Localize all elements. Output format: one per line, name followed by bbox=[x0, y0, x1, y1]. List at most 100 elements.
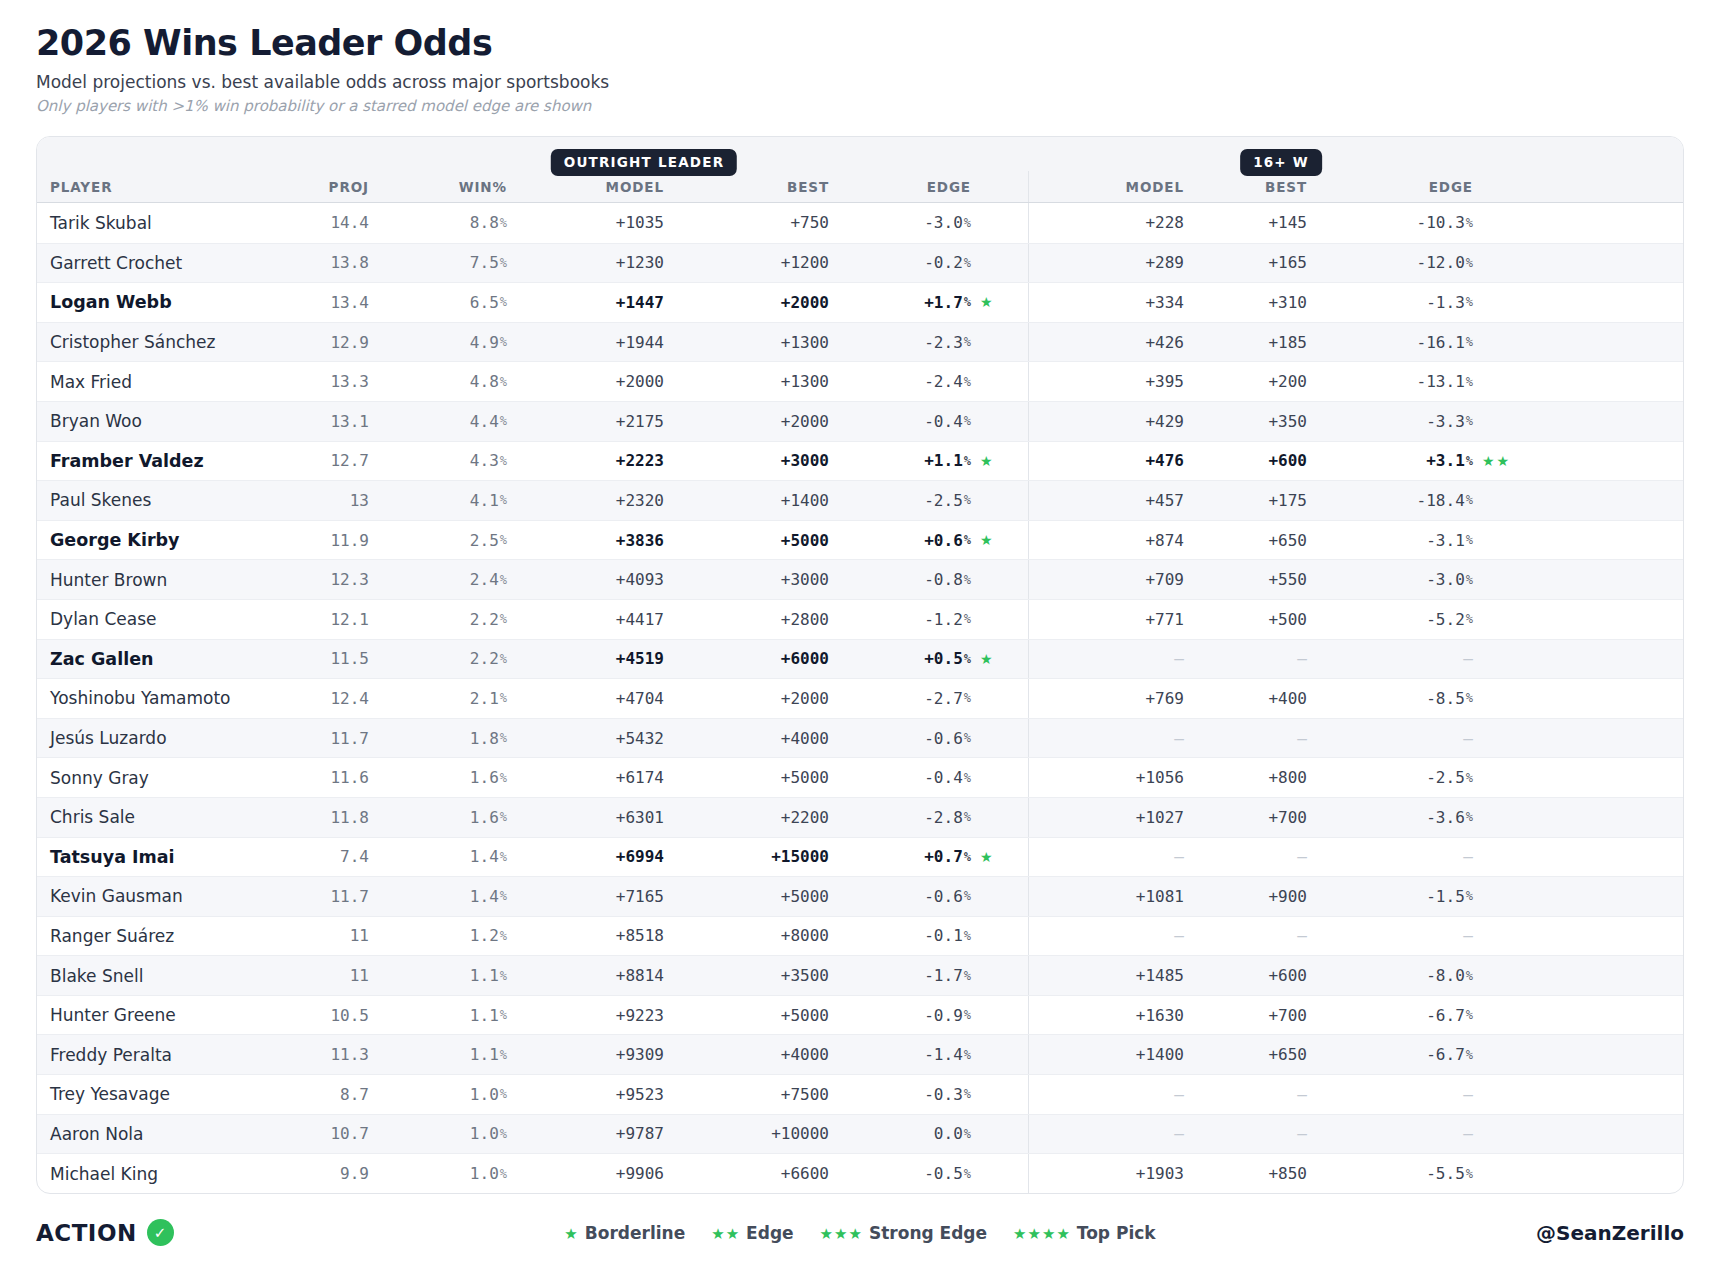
edge-stars-16w-icon bbox=[1473, 1035, 1567, 1074]
filter-note: Only players with >1% win probability or… bbox=[36, 96, 1684, 116]
win-pct-value: 4.4% bbox=[369, 402, 507, 441]
model-odds-outright: +9906 bbox=[507, 1154, 664, 1193]
win-pct-value: 1.0% bbox=[369, 1154, 507, 1193]
legend-label: Top Pick bbox=[1077, 1223, 1156, 1243]
best-odds-16w: +400 bbox=[1184, 679, 1307, 718]
edge-stars-16w-icon bbox=[1473, 560, 1567, 599]
proj-value: 11.3 bbox=[257, 1035, 369, 1074]
table-row: Ranger Suárez 11 1.2% +8518 +8000 -0.1% … bbox=[37, 916, 1683, 956]
model-odds-outright: +2175 bbox=[507, 402, 664, 441]
best-odds-outright: +2800 bbox=[664, 600, 829, 639]
table-header: OUTRIGHT LEADER 16+ W PLAYER PROJ WIN% M… bbox=[37, 137, 1683, 203]
col-model-16w: MODEL bbox=[1028, 171, 1184, 202]
table-row: Logan Webb 13.4 6.5% +1447 +2000 +1.7% ★… bbox=[37, 282, 1683, 322]
edge-stars-16w-icon bbox=[1473, 917, 1567, 956]
best-odds-16w: +350 bbox=[1184, 402, 1307, 441]
table-row: Dylan Cease 12.1 2.2% +4417 +2800 -1.2% … bbox=[37, 599, 1683, 639]
edge-stars-16w-icon bbox=[1473, 798, 1567, 837]
edge-stars-outright-icon bbox=[971, 1075, 1028, 1114]
row-filler bbox=[1567, 402, 1683, 441]
player-name: Ranger Suárez bbox=[37, 917, 257, 956]
row-filler bbox=[1567, 362, 1683, 401]
player-name: Max Fried bbox=[37, 362, 257, 401]
win-pct-value: 1.6% bbox=[369, 798, 507, 837]
edge-pct-outright: -3.0% bbox=[829, 203, 971, 243]
edge-stars-outright-icon bbox=[971, 798, 1028, 837]
best-odds-outright: +6600 bbox=[664, 1154, 829, 1193]
edge-pct-16w: -13.1% bbox=[1307, 362, 1473, 401]
model-odds-outright: +9523 bbox=[507, 1075, 664, 1114]
model-odds-outright: +8814 bbox=[507, 956, 664, 995]
edge-pct-outright: -0.6% bbox=[829, 719, 971, 758]
edge-pct-outright: -1.2% bbox=[829, 600, 971, 639]
model-odds-16w: +334 bbox=[1028, 283, 1184, 322]
best-odds-16w: +650 bbox=[1184, 1035, 1307, 1074]
win-pct-value: 2.5% bbox=[369, 521, 507, 560]
edge-stars-outright-icon bbox=[971, 600, 1028, 639]
player-name: George Kirby bbox=[37, 521, 257, 560]
row-filler bbox=[1567, 917, 1683, 956]
model-odds-16w: +1485 bbox=[1028, 956, 1184, 995]
author-handle: @SeanZerillo bbox=[1536, 1221, 1684, 1245]
best-odds-outright: +1400 bbox=[664, 481, 829, 520]
model-odds-16w: +395 bbox=[1028, 362, 1184, 401]
edge-stars-outright-icon bbox=[971, 758, 1028, 797]
star-icon: ★★ bbox=[711, 1225, 740, 1243]
model-odds-16w: +874 bbox=[1028, 521, 1184, 560]
row-filler bbox=[1567, 1075, 1683, 1114]
best-odds-outright: +2000 bbox=[664, 283, 829, 322]
best-odds-16w: +800 bbox=[1184, 758, 1307, 797]
best-odds-outright: +2000 bbox=[664, 679, 829, 718]
edge-pct-outright: -2.5% bbox=[829, 481, 971, 520]
edge-stars-16w-icon bbox=[1473, 877, 1567, 916]
model-odds-16w: +709 bbox=[1028, 560, 1184, 599]
best-odds-outright: +3000 bbox=[664, 442, 829, 481]
best-odds-outright: +5000 bbox=[664, 996, 829, 1035]
best-odds-16w: +175 bbox=[1184, 481, 1307, 520]
player-name: Logan Webb bbox=[37, 283, 257, 322]
player-name: Cristopher Sánchez bbox=[37, 323, 257, 362]
edge-pct-16w: -12.0% bbox=[1307, 244, 1473, 283]
edge-pct-16w: -5.2% bbox=[1307, 600, 1473, 639]
proj-value: 13 bbox=[257, 481, 369, 520]
best-odds-outright: +2200 bbox=[664, 798, 829, 837]
best-odds-16w: +145 bbox=[1184, 203, 1307, 243]
edge-pct-16w: — bbox=[1307, 719, 1473, 758]
row-filler bbox=[1567, 956, 1683, 995]
best-odds-16w: +650 bbox=[1184, 521, 1307, 560]
edge-stars-16w-icon bbox=[1473, 679, 1567, 718]
row-filler bbox=[1567, 640, 1683, 679]
edge-pct-16w: -6.7% bbox=[1307, 1035, 1473, 1074]
player-name: Trey Yesavage bbox=[37, 1075, 257, 1114]
col-edge-16w: EDGE bbox=[1307, 171, 1473, 202]
edge-pct-16w: — bbox=[1307, 1115, 1473, 1154]
best-odds-16w: +600 bbox=[1184, 442, 1307, 481]
edge-stars-16w-icon bbox=[1473, 719, 1567, 758]
edge-stars-16w-icon bbox=[1473, 1075, 1567, 1114]
model-odds-16w: +1400 bbox=[1028, 1035, 1184, 1074]
best-odds-outright: +5000 bbox=[664, 758, 829, 797]
model-odds-outright: +4704 bbox=[507, 679, 664, 718]
proj-value: 11.5 bbox=[257, 640, 369, 679]
edge-pct-16w: -3.0% bbox=[1307, 560, 1473, 599]
table-row: George Kirby 11.9 2.5% +3836 +5000 +0.6%… bbox=[37, 520, 1683, 560]
page-title: 2026 Wins Leader Odds bbox=[36, 22, 1684, 64]
player-name: Tatsuya Imai bbox=[37, 838, 257, 877]
edge-stars-outright-icon bbox=[971, 1115, 1028, 1154]
best-odds-16w: — bbox=[1184, 719, 1307, 758]
model-odds-outright: +4093 bbox=[507, 560, 664, 599]
edge-pct-outright: -0.3% bbox=[829, 1075, 971, 1114]
table-row: Hunter Greene 10.5 1.1% +9223 +5000 -0.9… bbox=[37, 995, 1683, 1035]
table-row: Bryan Woo 13.1 4.4% +2175 +2000 -0.4% +4… bbox=[37, 401, 1683, 441]
win-pct-value: 1.1% bbox=[369, 1035, 507, 1074]
player-name: Aaron Nola bbox=[37, 1115, 257, 1154]
best-odds-16w: — bbox=[1184, 838, 1307, 877]
win-pct-value: 2.2% bbox=[369, 640, 507, 679]
edge-stars-16w-icon bbox=[1473, 758, 1567, 797]
edge-stars-outright-icon bbox=[971, 402, 1028, 441]
model-odds-outright: +9223 bbox=[507, 996, 664, 1035]
best-odds-16w: +700 bbox=[1184, 798, 1307, 837]
model-odds-16w: — bbox=[1028, 917, 1184, 956]
best-odds-16w: +600 bbox=[1184, 956, 1307, 995]
model-odds-16w: — bbox=[1028, 1115, 1184, 1154]
